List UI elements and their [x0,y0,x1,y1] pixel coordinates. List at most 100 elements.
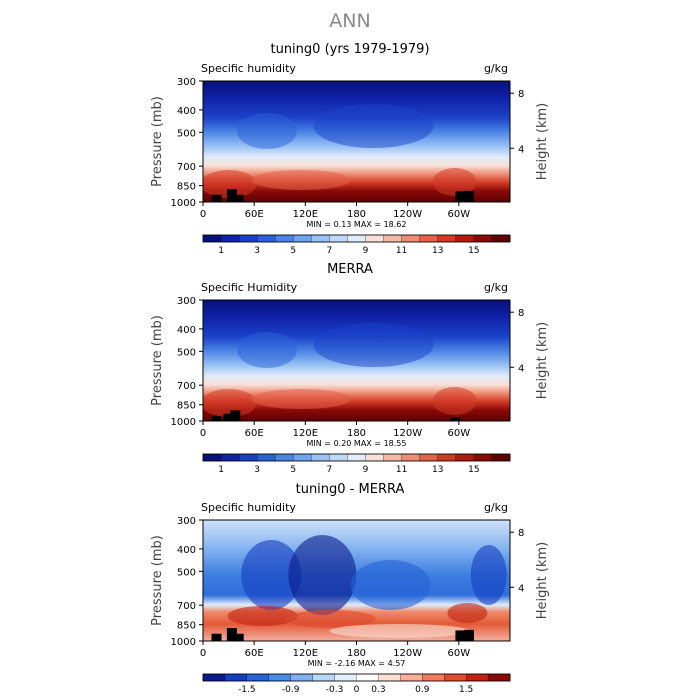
topography-block [211,633,222,641]
panel-title-2: MERRA [327,262,373,277]
y-tick-label: 850 [177,182,196,193]
colorbar-swatch [202,234,222,243]
colorbar-swatch [257,234,276,243]
field-blob [251,389,352,409]
field-blob [470,545,507,605]
min-value: -2.16 [335,659,358,668]
colorbar-swatch [437,453,457,462]
colorbar-label: -0.9 [282,685,300,695]
colorbar-swatch [383,234,403,243]
field-blob [251,170,352,190]
colorbar-label: 15 [468,246,479,256]
colorbar-swatch [347,453,366,462]
colorbar-swatch [290,673,314,682]
colorbar-swatch [473,234,493,243]
field-blob [329,624,470,638]
colorbar-swatch [238,234,258,243]
variable-label: Specific humidity [201,501,296,514]
colorbar-frame [202,453,511,462]
topography-block [463,629,474,641]
variable-label: Specific humidity [201,62,296,75]
field-blob [236,113,297,149]
colorbar-label: 5 [290,465,296,475]
colorbar-swatch [437,234,457,243]
field-blob [203,389,257,417]
y-tick-label: 300 [177,77,196,88]
colorbar-swatch [238,453,258,462]
colorbar-swatch [419,234,439,243]
min-value: 0.13 [334,220,354,229]
y-tick-label: 500 [177,128,196,139]
colorbar-swatch [312,673,336,682]
colorbar-swatch [401,453,421,462]
max-value: 18.55 [384,439,407,448]
colorbar-swatch [275,234,294,243]
min-label: MIN = [308,659,335,668]
panel-2: Specific Humidity g/kg3004005007008501000… [150,281,550,475]
colorbar-label: 3 [254,465,260,475]
y-tick-label: 850 [177,401,196,412]
colorbar-swatch [257,453,276,462]
colorbar-label: -0.3 [326,685,344,695]
colorbar-swatch [365,453,385,462]
colorbar-swatch [455,453,475,462]
panel-1: Specific humidity g/kg3004005007008501000… [150,62,550,256]
max-label: MAX = [354,439,384,448]
colorbar-swatch [347,234,366,243]
colorbar-swatch [311,234,330,243]
colorbar-swatch [383,453,403,462]
y-tick-label: 1000 [171,637,196,648]
x-tick-label: 60E [245,428,264,439]
right-tick-label: 4 [518,583,524,594]
colorbar-swatch [455,234,475,243]
x-tick-label: 60W [448,209,471,220]
colorbar-label: 7 [327,465,333,475]
colorbar-label: 0.3 [371,685,385,695]
y-tick-label: 500 [177,567,196,578]
colorbar-swatch [202,673,226,682]
colorbar-swatch [311,453,330,462]
colorbar-label: 13 [432,246,443,256]
colorbar-swatch [422,673,445,682]
max-value: 18.62 [384,220,407,229]
field-blob [241,540,302,610]
y-tick-label: 700 [177,381,196,392]
x-tick-label: 120E [293,648,318,659]
x-tick-label: 120W [393,428,422,439]
min-max-label: MIN = 0.13 MAX = 18.62 [307,220,407,229]
colorbar-label: 0.9 [415,685,430,695]
x-tick-label: 60E [245,648,264,659]
colorbar: 1 3 5 7 9 11 13 15 [202,234,511,256]
field-blob [236,332,297,368]
max-label: MAX = [354,220,384,229]
max-label: MAX = [358,659,388,668]
variable-label: Specific Humidity [201,281,298,294]
heatmap-field [203,520,510,641]
colorbar-swatch [400,673,423,682]
min-max-label: MIN = -2.16 MAX = 4.57 [308,659,406,668]
colorbar-swatch [220,234,240,243]
figure-title: ANN [329,10,371,32]
colorbar-swatch [334,673,357,682]
y-tick-label: 500 [177,347,196,358]
field-blob [432,387,477,415]
heatmap-field [203,300,510,421]
topography-block [211,194,222,202]
y-tick-label: 850 [177,621,196,632]
y-tick-label: 300 [177,296,196,307]
field-blob [447,603,488,623]
colorbar-label: 1 [218,246,224,256]
colorbar-swatch [444,673,467,682]
y-axis-label: Pressure (mb) [150,315,165,406]
y-tick-label: 400 [177,106,196,117]
colorbar-swatch [356,673,379,682]
topography-block [230,410,241,421]
y-axis-label: Pressure (mb) [150,535,165,626]
x-tick-label: 120W [393,648,422,659]
colorbar-label: 9 [363,246,369,256]
colorbar-label: 0 [354,685,360,695]
x-tick-label: 60E [245,209,264,220]
colorbar-swatch [293,234,312,243]
y-tick-label: 700 [177,601,196,612]
